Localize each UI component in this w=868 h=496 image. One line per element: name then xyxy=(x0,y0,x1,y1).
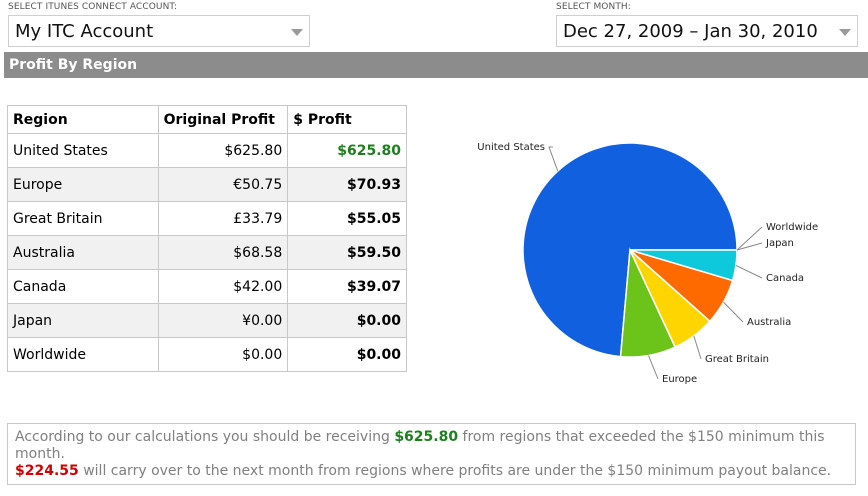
chevron-down-icon xyxy=(291,29,303,36)
summary-amount-carryover: $224.55 xyxy=(15,463,79,479)
pie-label-australia: Australia xyxy=(747,317,791,328)
account-select-value: My ITC Account xyxy=(15,21,154,42)
pie-leader-line xyxy=(548,146,559,172)
dollar-profit-cell: $55.05 xyxy=(287,201,407,236)
original-profit-cell: $68.58 xyxy=(157,235,289,270)
summary-text-3: will carry over to the next month from r… xyxy=(78,463,832,479)
pie-label-great-britain: Great Britain xyxy=(705,354,769,365)
dollar-profit-cell: $70.93 xyxy=(287,167,407,202)
region-cell: Worldwide xyxy=(7,337,159,372)
pie-slice-canada xyxy=(629,249,738,282)
original-profit-cell: $625.80 xyxy=(157,133,289,168)
pie-label-worldwide: Worldwide xyxy=(766,222,818,233)
summary-text-2: from regions that exceeded the $150 mini… xyxy=(15,429,825,462)
region-cell: Australia xyxy=(7,235,159,270)
pie-leader-line xyxy=(723,301,744,323)
pie-leader-line xyxy=(736,242,763,251)
region-cell: Europe xyxy=(7,167,159,202)
pie-leader-line xyxy=(693,335,702,360)
region-cell: Canada xyxy=(7,269,159,304)
table-row: United States $625.80 $625.80 xyxy=(7,133,407,168)
section-title: Profit By Region xyxy=(9,57,138,73)
column-header-original-profit: Original Profit xyxy=(157,105,289,134)
month-select[interactable]: Dec 27, 2009 – Jan 30, 2010 xyxy=(556,15,858,47)
table-row: Canada $42.00 $39.07 xyxy=(7,269,407,304)
column-header-dollar-profit: $ Profit xyxy=(287,105,407,134)
summary-text-1: According to our calculations you should… xyxy=(15,429,395,445)
dollar-profit-cell: $0.00 xyxy=(287,303,407,338)
table-row: Japan ¥0.00 $0.00 xyxy=(7,303,407,338)
payout-summary: According to our calculations you should… xyxy=(7,423,856,485)
pie-label-japan: Japan xyxy=(765,238,794,249)
profit-table: Region Original Profit $ Profit United S… xyxy=(7,105,407,372)
table-row: Europe €50.75 $70.93 xyxy=(7,167,407,202)
account-select-label: SELECT iTUNES CONNECT ACCOUNT: xyxy=(8,2,178,12)
table-row: Great Britain £33.79 $55.05 xyxy=(7,201,407,236)
original-profit-cell: £33.79 xyxy=(157,201,289,236)
month-select-value: Dec 27, 2009 – Jan 30, 2010 xyxy=(563,21,818,42)
chevron-down-icon xyxy=(839,29,851,36)
dollar-profit-cell: $39.07 xyxy=(287,269,407,304)
dollar-profit-cell: $0.00 xyxy=(287,337,407,372)
original-profit-cell: $0.00 xyxy=(157,337,289,372)
pie-label-europe: Europe xyxy=(662,374,697,385)
pie-leader-line xyxy=(735,264,763,279)
column-header-region: Region xyxy=(7,105,159,134)
dollar-profit-cell: $59.50 xyxy=(287,235,407,270)
account-select[interactable]: My ITC Account xyxy=(8,15,310,47)
summary-amount-receiving: $625.80 xyxy=(394,429,459,445)
region-cell: Japan xyxy=(7,303,159,338)
original-profit-cell: ¥0.00 xyxy=(157,303,289,338)
month-select-label: SELECT MONTH: xyxy=(556,2,631,12)
section-header: Profit By Region xyxy=(4,52,868,78)
profit-pie-chart: United States Europe Great Britain Australi… xyxy=(477,142,818,385)
original-profit-cell: $42.00 xyxy=(157,269,289,304)
pie-label-united-states: United States xyxy=(477,142,545,153)
dollar-profit-cell: $625.80 xyxy=(287,133,407,168)
table-row: Worldwide $0.00 $0.00 xyxy=(7,337,407,372)
pie-leader-line xyxy=(736,226,763,251)
region-cell: Great Britain xyxy=(7,201,159,236)
region-cell: United States xyxy=(7,133,159,168)
table-header-row: Region Original Profit $ Profit xyxy=(7,105,407,134)
pie-leader-line xyxy=(648,355,659,380)
pie-label-canada: Canada xyxy=(766,273,804,284)
original-profit-cell: €50.75 xyxy=(157,167,289,202)
table-row: Australia $68.58 $59.50 xyxy=(7,235,407,270)
